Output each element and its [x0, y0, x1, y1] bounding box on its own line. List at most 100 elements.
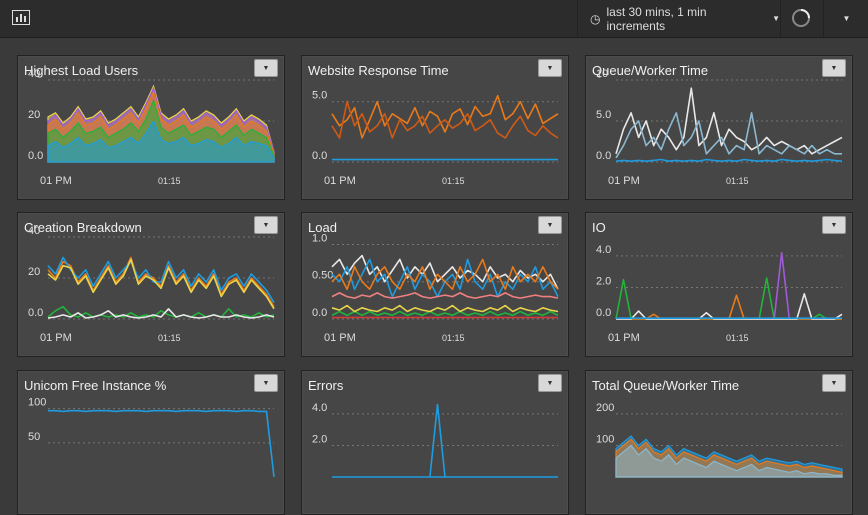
panel-title: Website Response Time — [308, 63, 449, 78]
series-line-0 — [331, 254, 559, 290]
y-tick-label: 100 — [596, 433, 614, 445]
x-tick-label: 01:15 — [158, 176, 181, 186]
y-tick-label: 2.0 — [312, 433, 327, 445]
y-tick-label: 4.0 — [596, 244, 611, 256]
y-tick-label: 4.0 — [312, 402, 327, 414]
series-line-5 — [331, 304, 559, 313]
chart-plot: 40 20 0.0 01 PM 01:15 — [28, 225, 275, 344]
chart-plot: 10 5.0 0.0 01 PM 01:15 — [596, 68, 843, 187]
y-tick-label: 10 — [596, 68, 608, 80]
caret-down-icon: ▼ — [772, 14, 780, 23]
x-tick-label: 01:15 — [158, 333, 181, 343]
series-line-0 — [331, 94, 559, 139]
y-tick-label: 0.0 — [28, 150, 43, 162]
chart-plot: 4.0 2.0 0.0 01 PM 01:15 — [596, 244, 843, 344]
panel-menu-button[interactable]: ▼ — [254, 216, 278, 234]
panel-highest-load-users: Highest Load Users ▼ 40 20 0.0 01 PM 01:15 — [17, 55, 285, 200]
y-tick-label: 0.0 — [312, 307, 327, 319]
series-line-0 — [48, 409, 275, 478]
y-tick-label: 0.0 — [596, 307, 611, 319]
options-menu-button[interactable]: ▼ — [823, 0, 868, 37]
caret-down-icon: ▼ — [546, 221, 554, 229]
x-tick-label: 01 PM — [324, 332, 356, 344]
panel-queue-worker-time: Queue/Worker Time ▼ 10 5.0 0.0 01 PM 01:15 — [585, 55, 853, 200]
y-tick-label: 5.0 — [312, 90, 327, 102]
time-range-label: last 30 mins, 1 min increments — [606, 4, 707, 33]
y-tick-label: 0.0 — [596, 150, 611, 162]
y-tick-label: 0.0 — [312, 150, 327, 162]
series-line-1 — [615, 277, 842, 320]
y-tick-label: 50 — [28, 431, 40, 443]
y-tick-label: 20 — [28, 266, 40, 278]
y-tick-label: 2.0 — [596, 275, 611, 287]
panel-title: Total Queue/Worker Time — [592, 378, 740, 393]
y-tick-label: 40 — [28, 225, 40, 237]
caret-down-icon: ▼ — [830, 221, 838, 229]
panel-title: Queue/Worker Time — [592, 63, 709, 78]
series-line-1 — [331, 100, 559, 139]
x-tick-label: 01 PM — [608, 175, 640, 187]
caret-down-icon: ▼ — [830, 64, 838, 72]
caret-down-icon: ▼ — [546, 64, 554, 72]
series-line-0 — [615, 87, 843, 155]
y-tick-label: 5.0 — [596, 109, 611, 121]
chart-plot: 100 50 — [28, 397, 275, 478]
panel-creation-breakdown: Creation Breakdown ▼ 40 20 0.0 01 PM 01:15 — [17, 212, 285, 357]
y-tick-label: 200 — [596, 402, 614, 414]
x-tick-label: 01:15 — [442, 176, 465, 186]
series-line-3 — [616, 293, 843, 320]
panel-title: IO — [592, 220, 606, 235]
caret-down-icon: ▼ — [546, 379, 554, 387]
refresh-spinner-icon[interactable] — [790, 7, 812, 29]
panel-menu-button[interactable]: ▼ — [538, 374, 562, 392]
series-line-2 — [47, 258, 275, 310]
series-line-3 — [331, 292, 559, 299]
caret-down-icon: ▼ — [262, 379, 270, 387]
panel-io: IO ▼ 4.0 2.0 0.0 01 PM 01:15 — [585, 212, 853, 357]
time-range-selector[interactable]: ◷ last 30 mins, 1 min increments ▼ — [577, 0, 781, 37]
series-line-3 — [47, 305, 275, 318]
y-tick-label: 40 — [28, 68, 40, 80]
panel-website-response-time: Website Response Time ▼ 5.0 0.0 01 PM 01:15 — [301, 55, 569, 200]
panel-errors: Errors ▼ 4.0 2.0 — [301, 370, 569, 515]
panel-title: Unicom Free Instance % — [24, 378, 167, 393]
x-tick-label: 01 PM — [40, 332, 72, 344]
panel-menu-button[interactable]: ▼ — [538, 59, 562, 77]
series-line-1 — [429, 403, 446, 478]
top-toolbar: ◷ last 30 mins, 1 min increments ▼ ▼ — [0, 0, 868, 38]
series-line-4 — [331, 310, 559, 317]
clock-icon: ◷ — [590, 11, 601, 26]
y-tick-label: 1.0 — [312, 232, 327, 244]
series-line-2 — [615, 158, 843, 162]
x-tick-label: 01 PM — [40, 175, 72, 187]
caret-down-icon: ▼ — [262, 221, 270, 229]
series-line-1 — [47, 256, 275, 304]
series-line-1 — [615, 111, 842, 159]
chart-logo-icon[interactable] — [12, 10, 30, 25]
chart-plot: 200 100 — [596, 402, 843, 478]
chart-plot: 40 20 0.0 01 PM 01:15 — [28, 68, 275, 187]
panel-unicom-free-instance: Unicom Free Instance % ▼ 100 50 — [17, 370, 285, 515]
panel-total-queue-worker-time: Total Queue/Worker Time ▼ 200 100 — [585, 370, 853, 515]
chart-plot: 5.0 0.0 01 PM 01:15 — [312, 90, 559, 187]
panel-title: Highest Load Users — [24, 63, 139, 78]
series-line-4 — [47, 308, 275, 319]
panel-menu-button[interactable]: ▼ — [254, 59, 278, 77]
panel-menu-button[interactable]: ▼ — [538, 216, 562, 234]
panel-menu-button[interactable]: ▼ — [254, 374, 278, 392]
panel-title: Errors — [308, 378, 344, 393]
panel-load: Load ▼ 1.0 0.50 0.0 01 PM 01:15 — [301, 212, 569, 357]
panel-menu-button[interactable]: ▼ — [822, 216, 846, 234]
panel-title: Load — [308, 220, 337, 235]
chart-plot: 1.0 0.50 0.0 01 PM 01:15 — [312, 232, 559, 344]
y-tick-label: 20 — [28, 109, 40, 121]
panel-menu-button[interactable]: ▼ — [822, 59, 846, 77]
y-tick-label: 100 — [28, 397, 46, 409]
series-line-2 — [331, 258, 559, 290]
caret-down-icon: ▼ — [830, 379, 838, 387]
x-tick-label: 01 PM — [324, 175, 356, 187]
y-tick-label: 0.0 — [28, 307, 43, 319]
x-tick-label: 01:15 — [442, 333, 465, 343]
series-area-0 — [47, 119, 275, 163]
panel-menu-button[interactable]: ▼ — [822, 374, 846, 392]
